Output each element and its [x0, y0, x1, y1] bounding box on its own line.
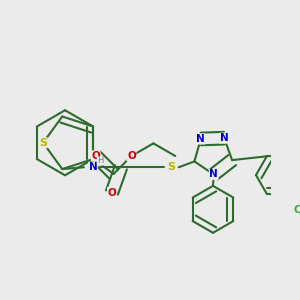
Text: H: H: [97, 156, 104, 165]
Text: N: N: [220, 133, 229, 143]
Text: N: N: [196, 134, 205, 144]
Text: N: N: [209, 169, 218, 179]
Text: Cl: Cl: [294, 205, 300, 215]
Text: S: S: [167, 162, 175, 172]
Text: O: O: [92, 151, 100, 161]
Text: O: O: [107, 188, 116, 198]
Text: O: O: [127, 151, 136, 161]
Text: S: S: [39, 138, 47, 148]
Text: N: N: [88, 162, 97, 172]
